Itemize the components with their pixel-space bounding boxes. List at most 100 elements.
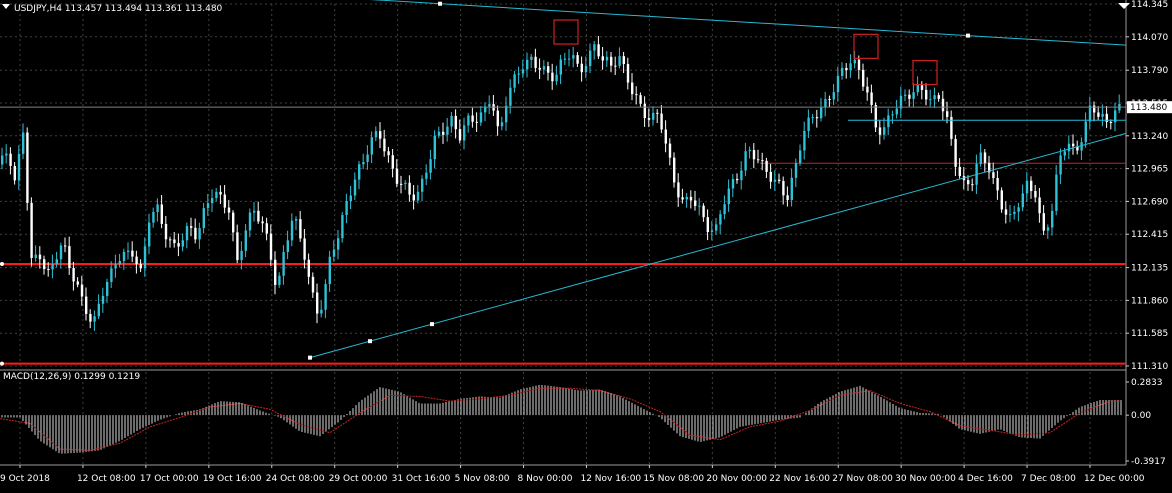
candle-body	[790, 177, 793, 200]
candle-body	[610, 56, 613, 66]
candle-body	[677, 182, 680, 198]
trendline-anchor[interactable]	[368, 339, 372, 344]
candle-body	[395, 168, 399, 184]
candle-body	[236, 232, 239, 261]
candle-body	[311, 276, 315, 293]
candle-body	[950, 116, 953, 139]
candle-body	[1025, 180, 1029, 194]
time-tick-label: 5 Nov 08:00	[455, 474, 510, 484]
candle-body	[744, 151, 747, 171]
candle-body	[290, 220, 294, 241]
candle-body	[1030, 180, 1033, 191]
candle-body	[34, 254, 37, 258]
candle-body	[101, 295, 105, 304]
candle-body	[694, 200, 697, 206]
candle-body	[152, 212, 155, 223]
candle-body	[979, 152, 982, 164]
candle-body	[626, 63, 630, 83]
candle-body	[828, 98, 831, 100]
candle-body	[110, 268, 113, 283]
trendlines[interactable]	[0, 0, 1127, 360]
candle-body	[114, 264, 117, 269]
candle-body	[786, 195, 789, 200]
chart-shift-icon[interactable]	[1118, 3, 1130, 9]
candle-body	[706, 217, 709, 233]
candle-body	[450, 115, 453, 127]
trendline-anchor[interactable]	[438, 1, 442, 6]
candle-body	[967, 180, 970, 185]
candle-body	[185, 226, 189, 241]
trendline-anchor[interactable]	[308, 355, 312, 360]
candle-body	[954, 138, 957, 167]
candle-body	[135, 256, 138, 265]
candle-body	[1046, 227, 1050, 231]
candle-body	[17, 153, 21, 181]
candle-body	[748, 149, 751, 152]
candle-body	[589, 50, 592, 67]
line-anchor[interactable]	[0, 262, 4, 267]
candle-body	[72, 268, 75, 282]
candle-body	[731, 179, 735, 189]
candle-body	[521, 69, 525, 74]
price-tick-label: 111.585	[1131, 329, 1168, 339]
trendline-anchor[interactable]	[966, 33, 970, 38]
candle-body	[500, 122, 504, 127]
candle-body	[223, 194, 226, 208]
candle-body	[387, 151, 390, 156]
candle-body	[282, 252, 285, 276]
candle-body	[958, 166, 961, 177]
symbol-dropdown-icon[interactable]	[2, 4, 10, 9]
candle-body	[740, 170, 743, 181]
candle-body	[286, 240, 289, 253]
candle-body	[815, 117, 819, 119]
candle-body	[597, 44, 600, 57]
candle-body	[404, 182, 407, 185]
candle-body	[685, 196, 688, 200]
candle-body	[799, 150, 802, 164]
candle-body	[1000, 190, 1003, 210]
candle-body	[614, 65, 617, 67]
price-tick-label: 112.690	[1131, 197, 1168, 207]
candle-body	[30, 202, 33, 258]
trendline-anchor[interactable]	[430, 322, 434, 327]
candle-body	[736, 179, 739, 181]
candle-body	[240, 250, 243, 261]
candle-body	[874, 105, 877, 128]
candle-body	[891, 114, 894, 116]
candle-body	[782, 181, 785, 196]
candle-body	[349, 195, 352, 201]
candle-body	[761, 160, 764, 162]
candle-body	[1084, 121, 1087, 143]
candle-body	[248, 212, 252, 231]
trendline[interactable]	[0, 0, 1127, 46]
candle-body	[148, 222, 151, 247]
grid	[0, 0, 1127, 466]
time-tick-label: 27 Nov 08:00	[832, 474, 893, 484]
price-tick-label: 113.790	[1131, 66, 1168, 76]
candle-body	[752, 149, 756, 160]
price-tick-label: 112.965	[1131, 165, 1168, 175]
candle-body	[857, 59, 861, 70]
candle-body	[652, 112, 655, 120]
candle-body	[832, 92, 835, 100]
candle-body	[139, 264, 142, 269]
macd-signal-line	[0, 387, 1122, 451]
candle-body	[479, 112, 483, 123]
candle-body	[475, 121, 478, 123]
trendline[interactable]	[309, 132, 1127, 359]
candle-body	[580, 63, 583, 73]
candle-body	[429, 159, 432, 173]
line-anchor[interactable]	[0, 361, 4, 366]
candle-body	[1076, 146, 1079, 151]
candle-body	[505, 105, 508, 123]
candle-body	[202, 208, 205, 229]
candle-body	[1059, 155, 1062, 175]
candle-body	[68, 246, 71, 269]
candle-body	[1105, 113, 1108, 122]
candle-body	[723, 204, 726, 215]
candle-body	[194, 227, 197, 240]
candle-body	[38, 254, 42, 260]
candle-body	[13, 165, 16, 181]
